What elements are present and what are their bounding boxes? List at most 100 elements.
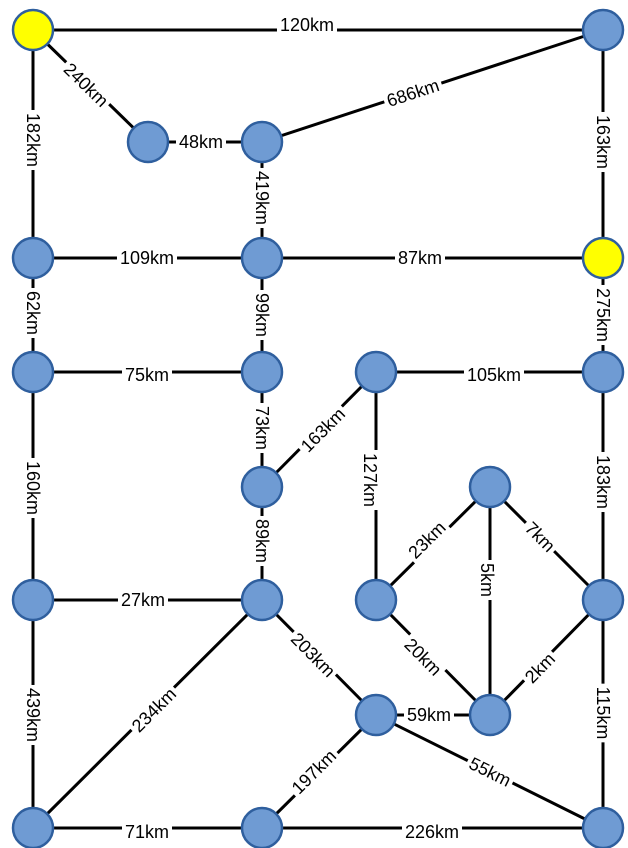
- edge-label-background: [463, 364, 525, 386]
- edge-distance-label: 182km: [23, 113, 43, 167]
- edge-label-group: 419km: [251, 167, 273, 229]
- graph-node: [468, 693, 512, 737]
- edge-label-group: 234km: [124, 681, 184, 739]
- graph-node: [240, 120, 284, 164]
- edge-label-background: [22, 109, 44, 171]
- edge-distance-label: 109km: [120, 248, 174, 268]
- graph-node: [354, 350, 398, 394]
- edge-label-background: [294, 400, 352, 460]
- graph-node: [11, 578, 55, 622]
- edge-label-background: [403, 704, 455, 726]
- graph-node: [354, 693, 398, 737]
- edge-label-group: 105km: [463, 364, 525, 386]
- edge-label-group: 73km: [251, 402, 273, 454]
- edge-label-background: [121, 364, 173, 386]
- highlighted-node: [11, 8, 55, 52]
- highlighted-node: [581, 236, 625, 280]
- graph-node: [240, 236, 284, 280]
- edge-label-group: 686km: [381, 73, 445, 113]
- graph-node: [240, 465, 284, 509]
- edge-label-background: [397, 631, 449, 683]
- graph-node: [240, 578, 284, 622]
- edge-label-background: [359, 449, 381, 511]
- edge-label-group: 5km: [476, 559, 498, 601]
- edge-distance-label: 105km: [467, 365, 521, 385]
- edge-distance-label: 62km: [23, 291, 43, 335]
- edge-label-group: 182km: [22, 109, 44, 171]
- edge-distance-label: 240km: [60, 59, 113, 111]
- edge-label-group: 23km: [401, 514, 453, 566]
- edge-label-background: [251, 402, 273, 454]
- edge-distance-label: 127km: [360, 453, 380, 507]
- edge-label-group: 89km: [251, 515, 273, 567]
- edge-distance-label: 55km: [466, 753, 514, 791]
- edge-distance-label: 99km: [252, 293, 272, 337]
- graph-node: [11, 350, 55, 394]
- edge-distance-label: 183km: [593, 455, 613, 509]
- edge-label-background: [124, 681, 184, 739]
- edge-distance-label: 163km: [297, 404, 349, 456]
- edge-label-background: [251, 515, 273, 567]
- edge-label-group: 71km: [121, 821, 173, 843]
- edge-label-background: [121, 821, 173, 843]
- edge-label-group: 275km: [592, 284, 614, 346]
- edge-distance-label: 75km: [125, 365, 169, 385]
- edge-label-group: 27km: [117, 589, 169, 611]
- edge-distance-label: 27km: [121, 590, 165, 610]
- edge-label-background: [401, 514, 453, 566]
- edge-distance-label: 120km: [280, 15, 334, 35]
- edge-label-group: 439km: [22, 684, 44, 746]
- edge-label-background: [476, 559, 498, 601]
- graph-node: [240, 806, 284, 848]
- edge-label-background: [518, 646, 562, 690]
- edge-distance-label: 439km: [23, 688, 43, 742]
- edge-distance-label: 59km: [407, 705, 451, 725]
- edge-distance-label: 87km: [398, 248, 442, 268]
- edge-label-background: [592, 683, 614, 743]
- edge-label-background: [22, 684, 44, 746]
- edge-label-group: 203km: [284, 625, 342, 685]
- edge-label-background: [175, 131, 227, 153]
- edge-distance-label: 5km: [477, 563, 497, 597]
- edge-label-group: 120km: [276, 14, 338, 36]
- edge-label-group: 115km: [592, 683, 614, 743]
- edge-labels-layer: 120km 240km 182km 48km 686km 163km 419km 109km 8…: [22, 14, 614, 843]
- edge-label-background: [394, 247, 446, 269]
- edge-distance-label: 234km: [128, 684, 180, 736]
- graph-node: [11, 806, 55, 848]
- edge-label-background: [592, 111, 614, 173]
- edge-label-group: 240km: [56, 56, 116, 114]
- graph-node: [581, 578, 625, 622]
- edge-label-background: [22, 457, 44, 519]
- edge-label-background: [284, 625, 342, 685]
- edge-distance-label: 686km: [384, 75, 442, 111]
- edge-label-group: 55km: [462, 751, 518, 793]
- edge-label-background: [276, 14, 338, 36]
- edge-label-group: 2km: [518, 646, 562, 690]
- edge-label-background: [592, 284, 614, 346]
- graph-node: [581, 8, 625, 52]
- edge-label-background: [117, 589, 169, 611]
- graph-node: [126, 120, 170, 164]
- graph-node: [581, 350, 625, 394]
- nodes-layer: [11, 8, 625, 848]
- graph-node: [468, 465, 512, 509]
- edge-label-group: 163km: [294, 400, 352, 460]
- edge-label-group: 20km: [397, 631, 449, 683]
- edge-label-group: 197km: [284, 743, 344, 801]
- edge-label-background: [22, 287, 44, 339]
- graph-node: [11, 236, 55, 280]
- edge-label-group: 62km: [22, 287, 44, 339]
- edge-label-background: [116, 247, 178, 269]
- edge-label-background: [56, 56, 116, 114]
- edge-distance-label: 73km: [252, 406, 272, 450]
- edge-label-background: [381, 73, 445, 113]
- edge-distance-label: 419km: [252, 171, 272, 225]
- edge-label-background: [251, 289, 273, 341]
- edge-label-group: 109km: [116, 247, 178, 269]
- edge-label-group: 127km: [359, 449, 381, 511]
- edge-label-group: 183km: [592, 451, 614, 513]
- edge-label-group: 226km: [401, 821, 463, 843]
- edge-label-group: 59km: [403, 704, 455, 726]
